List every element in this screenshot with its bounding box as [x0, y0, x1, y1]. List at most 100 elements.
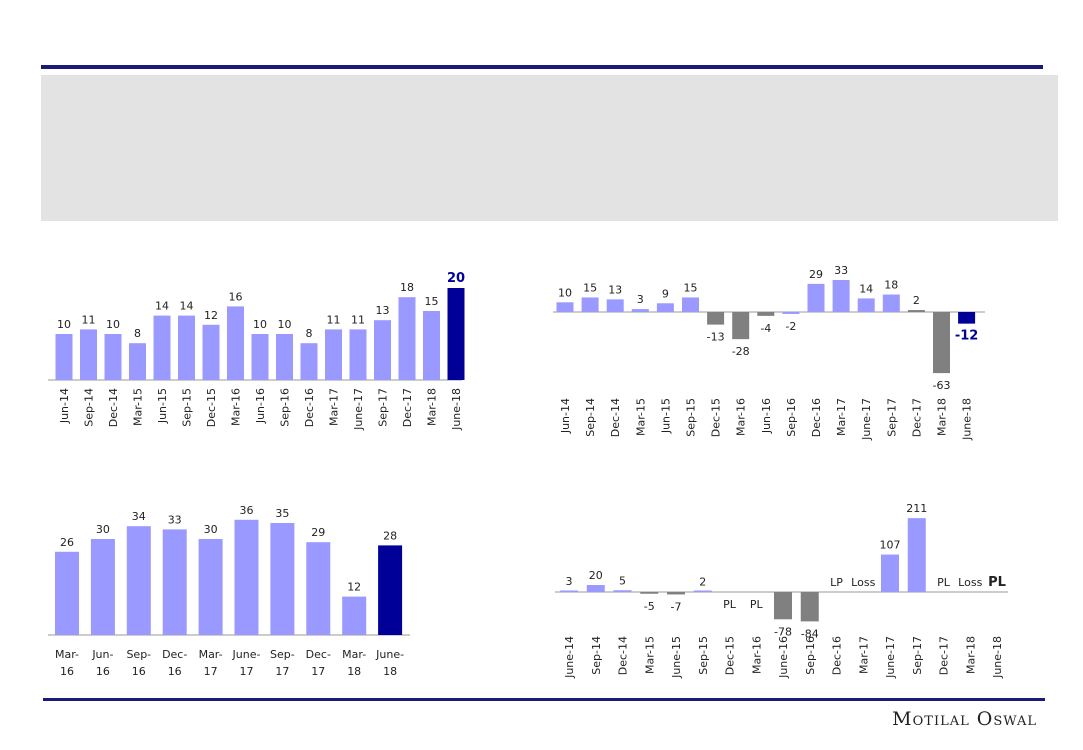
data-label: 28 — [383, 529, 397, 542]
tick-label: Sep-17 — [885, 398, 898, 437]
tick-label: 18 — [347, 665, 361, 678]
tick-label: June-16 — [777, 636, 790, 679]
bar-June-18 — [378, 545, 403, 635]
tick-label: Jun-16 — [254, 388, 267, 424]
bar-Dec-15 — [202, 324, 220, 380]
bar-Sep-14 — [586, 585, 605, 592]
data-label: 10 — [106, 318, 120, 331]
bar-Dec-16 — [162, 529, 187, 635]
data-label: 12 — [204, 309, 218, 322]
tick-label: Sep-17 — [377, 388, 390, 427]
bar-Sep-14 — [581, 297, 599, 312]
bar-June-17 — [881, 554, 899, 592]
tick-label: Dec-15 — [710, 398, 723, 437]
bar-Sep-17 — [882, 294, 900, 312]
tick-label: Dec-17 — [910, 398, 923, 437]
bar-June-18 — [447, 288, 465, 380]
bar-Dec-14 — [606, 299, 624, 312]
tick-label: 17 — [204, 665, 218, 678]
bar-Mar-16 — [227, 306, 244, 380]
bar-Sep-17 — [374, 320, 391, 380]
tick-label: 16 — [60, 665, 74, 678]
tick-label: Dec-16 — [831, 636, 844, 675]
tick-label: Jun-15 — [156, 388, 169, 424]
bar-Sep-16 — [800, 592, 819, 622]
bar-Sep-16 — [782, 312, 800, 314]
bar-Mar-16 — [55, 551, 79, 635]
bar-Mar-17 — [198, 539, 223, 635]
tick-label: Mar-18 — [964, 636, 977, 674]
bar-June-17 — [857, 298, 875, 312]
tick-label: 17 — [311, 665, 325, 678]
title-banner — [41, 75, 1058, 221]
tick-label: June-15 — [670, 636, 683, 679]
tick-label: Mar-15 — [634, 398, 647, 436]
data-label: LP — [830, 576, 843, 589]
data-label: 9 — [662, 287, 669, 300]
tick-label: Sep-16 — [279, 388, 292, 427]
bar-Mar-17 — [832, 279, 850, 312]
tick-label: June-14 — [563, 636, 576, 679]
tick-label: June-17 — [352, 388, 365, 431]
tick-label: Mar-17 — [835, 398, 848, 436]
tick-label: June- — [232, 648, 261, 661]
bar-Mar-15 — [631, 309, 649, 312]
data-label: 10 — [57, 318, 71, 331]
tick-label: 17 — [275, 665, 289, 678]
data-label: 15 — [583, 281, 597, 294]
data-label: -28 — [732, 345, 750, 358]
motilal-oswal-logo: Motilal Oswal — [892, 708, 1037, 730]
data-label: 29 — [809, 268, 823, 281]
data-label: 5 — [619, 574, 626, 587]
data-label: -5 — [644, 600, 655, 613]
data-label: 10 — [278, 318, 292, 331]
bar-Sep-15 — [693, 590, 712, 592]
tick-label: 16 — [168, 665, 182, 678]
data-label: 2 — [913, 294, 920, 307]
tick-label: 16 — [132, 665, 146, 678]
bar-Mar-16 — [732, 312, 750, 340]
bar-Dec-14 — [104, 334, 122, 380]
tick-label: June-18 — [991, 636, 1004, 679]
bar-Jun-14 — [55, 334, 73, 380]
tick-label: Mar-16 — [230, 388, 243, 426]
data-label: 14 — [155, 300, 169, 313]
bar-Sep-16 — [126, 526, 151, 635]
bar-Dec-16 — [300, 343, 318, 380]
bar-Jun-15 — [153, 315, 171, 380]
data-label: 211 — [906, 502, 927, 515]
tick-label: Dec-17 — [401, 388, 414, 427]
tick-label: June- — [375, 648, 404, 661]
tick-label: Jun-14 — [58, 388, 71, 424]
tick-label: 17 — [240, 665, 254, 678]
data-label: PL — [988, 575, 1006, 590]
tick-label: Dec-15 — [724, 636, 737, 675]
data-label: 34 — [132, 510, 146, 523]
tick-label: Dec-14 — [107, 388, 120, 427]
data-label: 15 — [425, 295, 439, 308]
tick-label: Dec-16 — [810, 398, 823, 437]
tick-label: 16 — [96, 665, 110, 678]
bar-June-18 — [958, 312, 976, 324]
bar-Jun-14 — [556, 302, 574, 312]
tick-label: Dec-15 — [205, 388, 218, 427]
bar-Dec-15 — [707, 312, 725, 325]
bar-Sep-17 — [270, 523, 295, 635]
tick-label: Sep-17 — [911, 636, 924, 675]
bar-Dec-17 — [306, 542, 331, 635]
tick-label: Mar-15 — [132, 388, 145, 426]
data-label: PL — [750, 598, 764, 611]
data-label: Loss — [958, 576, 982, 589]
tick-label: Sep-14 — [83, 388, 96, 427]
tick-label: Jun- — [91, 648, 113, 661]
data-label: 36 — [240, 504, 254, 517]
tick-label: Sep-16 — [785, 398, 798, 437]
tick-label: Sep-15 — [181, 388, 194, 427]
tick-label: Mar-15 — [643, 636, 656, 674]
footer-rule — [43, 698, 1045, 701]
tick-label: Mar-16 — [750, 636, 763, 674]
tick-label: Mar- — [199, 648, 223, 661]
bar-Jun-16 — [251, 334, 269, 380]
data-label: 20 — [447, 271, 465, 286]
data-label: -4 — [760, 322, 771, 335]
